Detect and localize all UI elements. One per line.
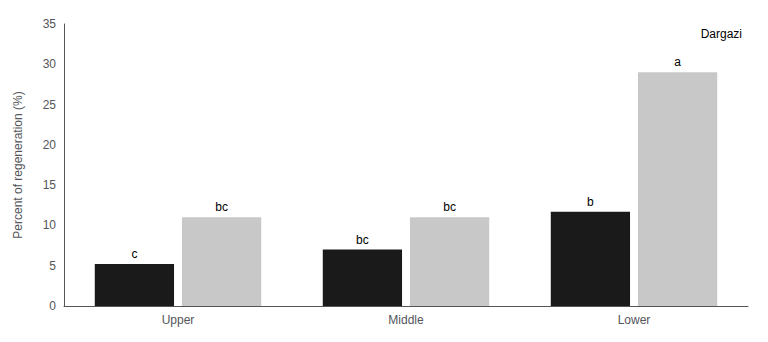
svg-text:Lower: Lower xyxy=(618,313,651,327)
svg-text:c: c xyxy=(131,247,137,261)
svg-text:20: 20 xyxy=(43,138,57,152)
svg-text:a: a xyxy=(674,55,681,69)
svg-text:5: 5 xyxy=(49,259,56,273)
svg-text:30: 30 xyxy=(43,57,57,71)
svg-text:10: 10 xyxy=(43,218,57,232)
svg-text:Percent of regeneration (%): Percent of regeneration (%) xyxy=(11,91,25,238)
svg-text:b: b xyxy=(587,195,594,209)
svg-text:0: 0 xyxy=(49,299,56,313)
svg-text:15: 15 xyxy=(43,178,57,192)
svg-text:Upper: Upper xyxy=(162,313,195,327)
svg-text:bc: bc xyxy=(215,200,228,214)
svg-text:25: 25 xyxy=(43,98,57,112)
svg-text:35: 35 xyxy=(43,17,57,31)
svg-text:Dargazi: Dargazi xyxy=(701,27,742,41)
svg-text:Middle: Middle xyxy=(388,313,424,327)
svg-text:bc: bc xyxy=(443,200,456,214)
svg-text:bc: bc xyxy=(356,233,369,247)
